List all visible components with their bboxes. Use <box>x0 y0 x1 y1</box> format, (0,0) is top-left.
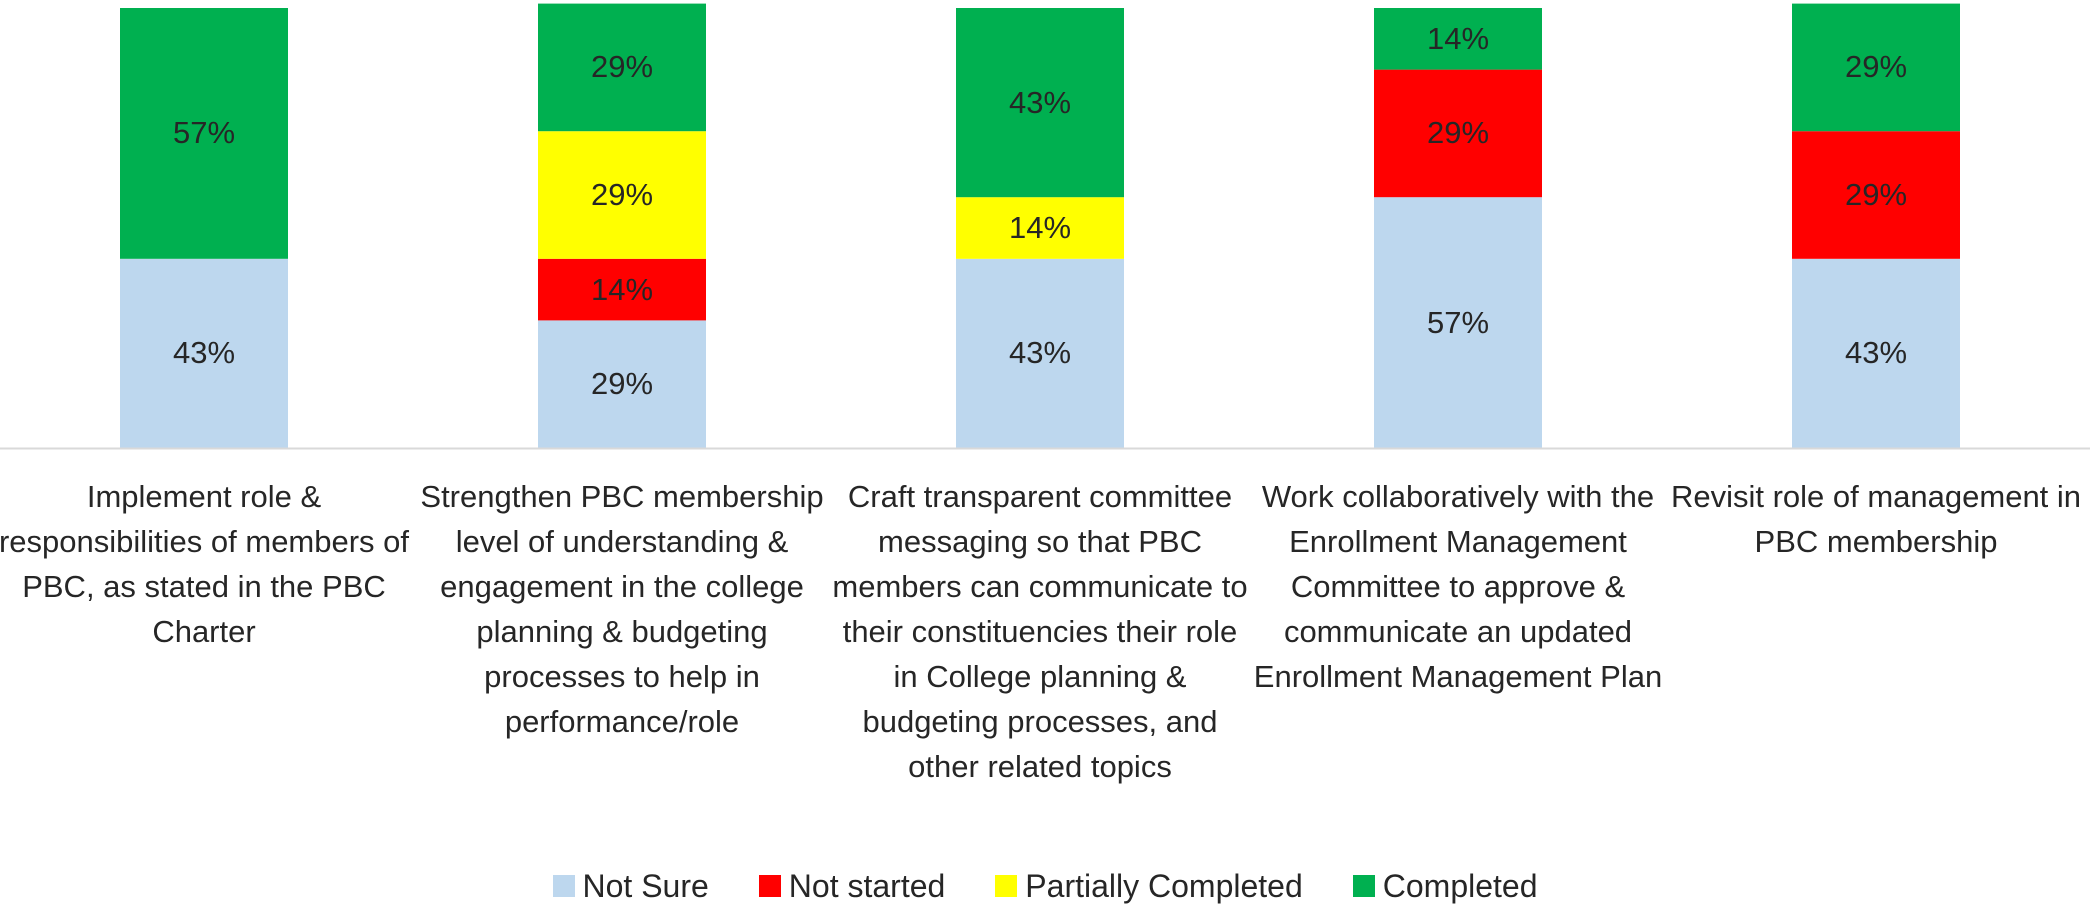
data-label: 29% <box>590 366 654 402</box>
data-label: 43% <box>1008 335 1072 371</box>
data-label: 57% <box>1426 304 1490 340</box>
legend-item: Completed <box>1352 866 1538 906</box>
data-label: 14% <box>1426 20 1490 56</box>
bar-segment <box>1374 8 1542 70</box>
chart <box>0 3 2090 450</box>
legend-label: Not Sure <box>582 868 709 904</box>
bar-segment <box>956 258 1124 448</box>
bar-segment <box>120 258 288 448</box>
x-tick-label: Revisit role of management in PBC member… <box>1670 479 2082 559</box>
bar-segment <box>1792 131 1960 259</box>
data-label: 57% <box>172 115 236 151</box>
data-label: 14% <box>590 271 654 307</box>
data-label: 43% <box>1844 335 1908 371</box>
legend-item: Not Sure <box>552 866 709 906</box>
data-label: 29% <box>1844 49 1908 85</box>
legend-item: Not started <box>758 866 946 906</box>
bar-segment <box>1374 69 1542 198</box>
x-tick-label: Craft transparent committee messaging so… <box>832 479 1248 784</box>
bar-segment <box>538 131 706 259</box>
data-label: 43% <box>172 335 236 371</box>
bar-segment <box>120 8 288 259</box>
data-label: 29% <box>590 177 654 212</box>
bar-segment <box>956 8 1124 198</box>
legend-swatch <box>1352 875 1375 897</box>
bar-segment <box>956 197 1124 259</box>
bar-segment <box>538 320 706 448</box>
data-label: 29% <box>590 49 654 85</box>
bar-segment <box>1374 197 1542 448</box>
legend: Not Sure Not started Partially Completed Co… <box>0 866 2090 906</box>
bar-segment <box>538 258 706 321</box>
legend-swatch <box>552 875 575 897</box>
legend-label: Completed <box>1382 868 1538 904</box>
x-tick-label: Work collaboratively with the Enrollment… <box>1253 479 1663 694</box>
legend-swatch <box>995 875 1018 897</box>
x-tick-label: Strengthen PBC membership level of under… <box>420 479 824 739</box>
x-tick-label: Implement role & responsibilities of mem… <box>0 479 410 649</box>
bar-segment <box>1792 3 1960 132</box>
data-label: 29% <box>1426 115 1490 151</box>
legend-label: Not started <box>788 868 946 904</box>
legend-label: Partially Completed <box>1025 868 1303 904</box>
legend-swatch <box>758 875 781 897</box>
data-label: 14% <box>1008 210 1072 245</box>
legend-item: Partially Completed <box>995 866 1303 906</box>
bar-segment <box>538 3 706 132</box>
data-label: 29% <box>1844 177 1908 212</box>
data-label: 43% <box>1008 84 1072 120</box>
bar-segment <box>1792 258 1960 448</box>
